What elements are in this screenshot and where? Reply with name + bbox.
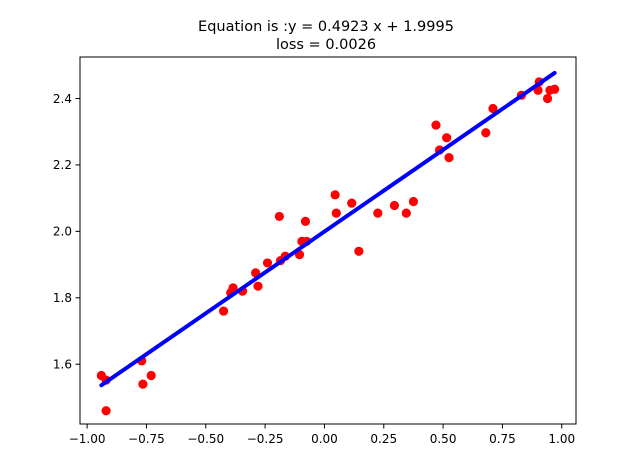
x-tick-label: 0.25 [370,432,397,446]
y-tick-label: 2.2 [53,158,72,172]
scatter-point [274,211,284,222]
scatter-point [146,370,156,381]
axes-frame [79,56,577,425]
scatter-point [300,216,311,227]
chart-title-line-2: loss = 0.0026 [276,37,376,53]
chart-title-line-1: Equation is :y = 0.4923 x + 1.9995 [198,19,454,35]
fit-line [99,70,557,388]
scatter-point [431,120,441,130]
scatter-point [444,153,454,163]
scatter-point [373,208,383,218]
x-tick-label: 0.75 [489,432,516,446]
scatter-point [408,196,419,207]
scatter-point [228,283,238,293]
scatter-point [330,190,340,200]
scatter-point [488,103,498,114]
x-axis: −1.00 −0.75 −0.50 −0.25 0.00 0.25 0.50 0.75 1.00 [69,424,575,446]
scatter-point [331,208,341,218]
y-axis: 1.6 1.8 2.0 2.2 2.4 [53,92,80,372]
scatter-point [138,379,148,389]
x-tick-label: 0.00 [311,432,338,446]
scatter-point [218,306,229,316]
x-tick-label: 1.00 [548,432,575,446]
y-tick-label: 2.4 [53,92,72,106]
scatter-point [354,246,364,256]
scatter-point [442,133,452,143]
scatter-point [481,128,491,138]
scatter-point [253,281,263,291]
scatter-point [550,84,560,94]
x-tick-label: −0.50 [187,432,224,446]
scatter-point [347,198,357,208]
scatter-point [262,258,273,268]
x-tick-label: −0.75 [128,432,165,446]
y-tick-label: 1.6 [53,358,72,372]
x-tick-label: −1.00 [69,432,106,446]
y-tick-label: 1.8 [53,291,72,305]
x-tick-label: −0.25 [247,432,284,446]
x-tick-label: 0.50 [430,432,457,446]
scatter-point [401,208,411,218]
scatter-point [101,406,111,416]
y-tick-label: 2.0 [53,225,72,239]
scatter-point [389,200,400,211]
scatter-point [542,93,553,104]
plot-area [96,70,560,416]
